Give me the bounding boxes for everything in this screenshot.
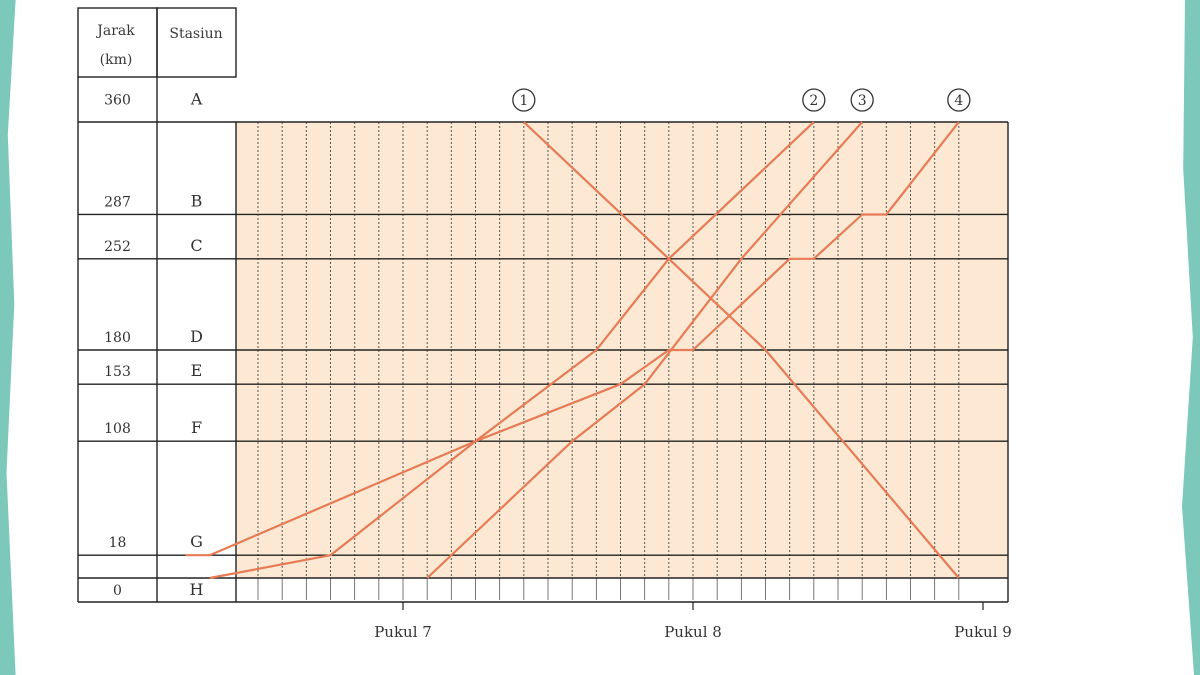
station-name-label: C [190, 236, 202, 255]
train-lines [185, 121, 960, 580]
table-rows: 360 A 287 B 252 C 180 D 153 E 108 F 18 G 0 H [104, 90, 203, 600]
station-name-label: E [191, 361, 203, 380]
station-name-label: D [190, 327, 203, 346]
train-number-label: 4 [954, 93, 963, 109]
station-distance-label: 18 [109, 535, 127, 551]
train-line-3 [426, 121, 864, 579]
station-name-label: G [190, 532, 203, 551]
station-header-cell [156, 7, 237, 78]
train-number-label: 1 [519, 93, 528, 109]
station-name-label: H [190, 580, 204, 599]
train-number-label: 3 [858, 93, 867, 109]
train-number-circle [947, 88, 971, 112]
distance-header-line1: Jarak [95, 23, 135, 39]
train-number-circle [802, 88, 826, 112]
train-number-circle [512, 88, 536, 112]
hour-tick-label: Pukul 7 [374, 623, 432, 641]
train-number-label: 2 [809, 93, 818, 109]
station-distance-label: 108 [104, 421, 131, 437]
train-line-4 [185, 121, 960, 557]
station-name-label: A [190, 90, 203, 109]
train-line-2 [209, 121, 815, 580]
station-distance-label: 180 [104, 330, 131, 346]
station-distance-label: 252 [104, 239, 131, 255]
station-name-label: F [191, 418, 202, 437]
distance-station-table: Jarak (km) Stasiun [77, 7, 237, 602]
station-gridlines [78, 121, 1009, 603]
station-distance-label: 0 [113, 583, 122, 599]
station-distance-label: 360 [104, 93, 131, 109]
hour-tick-label: Pukul 8 [664, 623, 722, 641]
time-axis: Pukul 7 Pukul 8 Pukul 9 [374, 602, 1012, 641]
station-distance-label: 153 [104, 364, 131, 380]
station-name-label: B [191, 191, 203, 210]
train-line-1 [523, 121, 960, 579]
train-number-circle [850, 88, 874, 112]
distance-header-line2: (km) [100, 52, 133, 68]
station-distance-label: 287 [104, 194, 131, 210]
train-number-markers: 1 2 3 4 [512, 88, 971, 112]
station-header: Stasiun [169, 26, 222, 42]
hour-tick-label: Pukul 9 [954, 623, 1012, 641]
